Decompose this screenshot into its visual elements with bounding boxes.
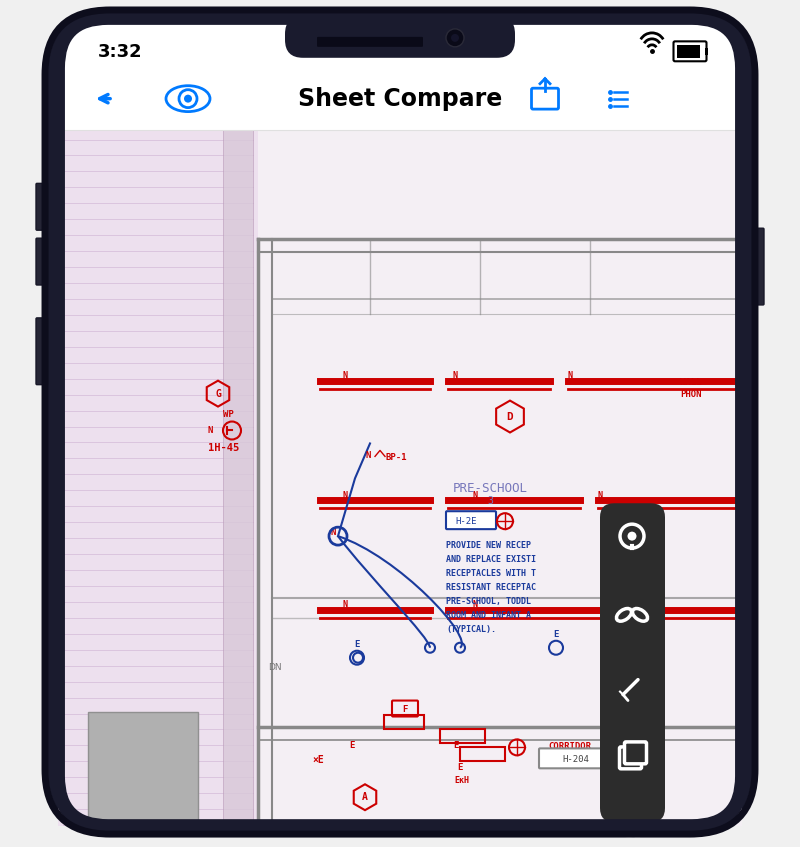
Text: PROVIDE NEW RECEP: PROVIDE NEW RECEP <box>446 541 531 550</box>
Text: N: N <box>473 601 478 609</box>
FancyBboxPatch shape <box>58 18 742 826</box>
Text: Sheet Compare: Sheet Compare <box>298 86 502 111</box>
FancyBboxPatch shape <box>36 238 48 285</box>
Circle shape <box>627 532 637 540</box>
FancyBboxPatch shape <box>36 318 48 385</box>
Text: ROOM AND INFANT A: ROOM AND INFANT A <box>446 611 531 620</box>
FancyBboxPatch shape <box>317 37 423 47</box>
Text: E: E <box>458 763 462 772</box>
Bar <box>460 747 505 761</box>
Text: WP: WP <box>222 410 234 419</box>
FancyBboxPatch shape <box>36 183 48 230</box>
Text: N: N <box>598 490 602 500</box>
Text: 3:32: 3:32 <box>98 43 142 61</box>
Text: A: A <box>362 792 368 802</box>
Text: a: a <box>622 815 642 844</box>
Text: E: E <box>350 741 354 750</box>
Text: PRE-SCHOOL, TODDL: PRE-SCHOOL, TODDL <box>446 597 531 606</box>
Bar <box>58 130 742 826</box>
Text: F: F <box>402 705 408 714</box>
Bar <box>88 711 198 826</box>
Text: H-204: H-204 <box>562 755 590 764</box>
FancyBboxPatch shape <box>285 16 515 58</box>
Text: N: N <box>567 371 573 380</box>
FancyBboxPatch shape <box>446 512 496 529</box>
FancyBboxPatch shape <box>45 10 755 834</box>
Bar <box>58 130 258 826</box>
Text: 1H-45: 1H-45 <box>208 444 240 453</box>
Text: N: N <box>342 601 347 609</box>
Bar <box>223 130 253 826</box>
Text: H-2E: H-2E <box>455 517 477 526</box>
Text: E: E <box>354 640 360 650</box>
Circle shape <box>184 95 192 102</box>
Text: DN: DN <box>268 663 282 673</box>
Text: N: N <box>342 490 347 500</box>
FancyBboxPatch shape <box>539 749 613 768</box>
Text: 3: 3 <box>487 496 493 507</box>
Text: N: N <box>473 490 478 500</box>
Bar <box>705 47 708 55</box>
FancyBboxPatch shape <box>600 503 665 822</box>
Bar <box>440 729 485 744</box>
Text: ×E: ×E <box>312 756 324 766</box>
Text: RESISTANT RECEPTAC: RESISTANT RECEPTAC <box>446 583 536 592</box>
Text: N: N <box>342 371 347 380</box>
Text: D: D <box>506 412 514 422</box>
FancyBboxPatch shape <box>625 742 646 764</box>
Text: RECEPTACLES WITH T: RECEPTACLES WITH T <box>446 569 536 578</box>
Circle shape <box>446 29 464 47</box>
Text: E: E <box>554 630 558 639</box>
FancyBboxPatch shape <box>674 42 706 61</box>
Text: (TYPICAL).: (TYPICAL). <box>446 625 496 634</box>
Text: G: G <box>215 389 221 399</box>
Text: N: N <box>366 451 370 460</box>
Text: EκH: EκH <box>454 776 470 785</box>
Bar <box>58 68 742 130</box>
Text: BP-1: BP-1 <box>386 453 407 462</box>
Text: E: E <box>454 741 458 750</box>
Text: N: N <box>207 426 213 435</box>
Text: CORRIDOR: CORRIDOR <box>549 742 591 751</box>
Text: AND REPLACE EXISTI: AND REPLACE EXISTI <box>446 555 536 564</box>
Text: N: N <box>453 371 458 380</box>
Circle shape <box>451 34 459 42</box>
Text: N: N <box>330 528 336 537</box>
FancyBboxPatch shape <box>752 228 764 305</box>
Bar <box>677 45 700 58</box>
Text: PRE-SCHOOL: PRE-SCHOOL <box>453 482 527 495</box>
Text: WALL
PHON: WALL PHON <box>680 379 702 399</box>
Bar <box>384 716 424 729</box>
